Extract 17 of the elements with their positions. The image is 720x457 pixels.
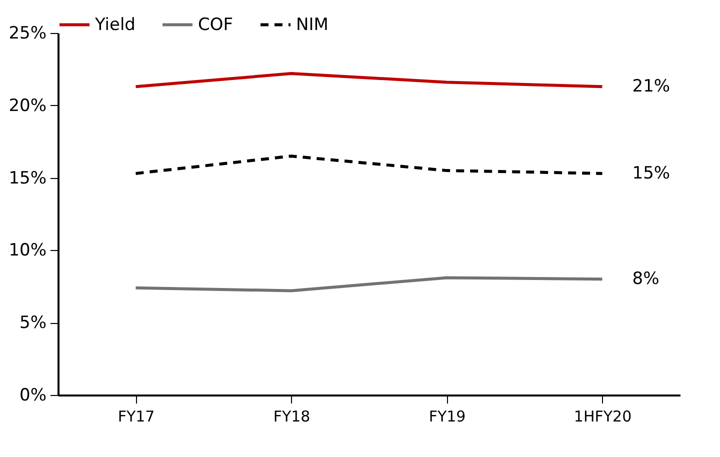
x-tick-label: FY17 (118, 408, 155, 426)
y-tick-label: 25% (8, 24, 46, 44)
data-label: 21% (632, 76, 670, 97)
y-tick-label: 15% (8, 168, 46, 188)
x-tick-label: 1HFY20 (574, 408, 632, 426)
legend-label: Yield (94, 14, 136, 35)
data-label: 15% (632, 163, 670, 184)
legend-label: COF (198, 14, 234, 35)
x-tick-label: FY19 (428, 408, 466, 426)
y-tick-label: 0% (20, 386, 46, 406)
line-series (134, 276, 604, 292)
y-tick-label: 10% (8, 240, 46, 261)
y-tick-label: 5% (20, 313, 46, 334)
y-tick-label: 20% (8, 96, 46, 116)
x-tick-label: FY18 (273, 408, 310, 426)
data-label: 8% (632, 269, 660, 290)
legend-label: NIM (296, 14, 328, 35)
